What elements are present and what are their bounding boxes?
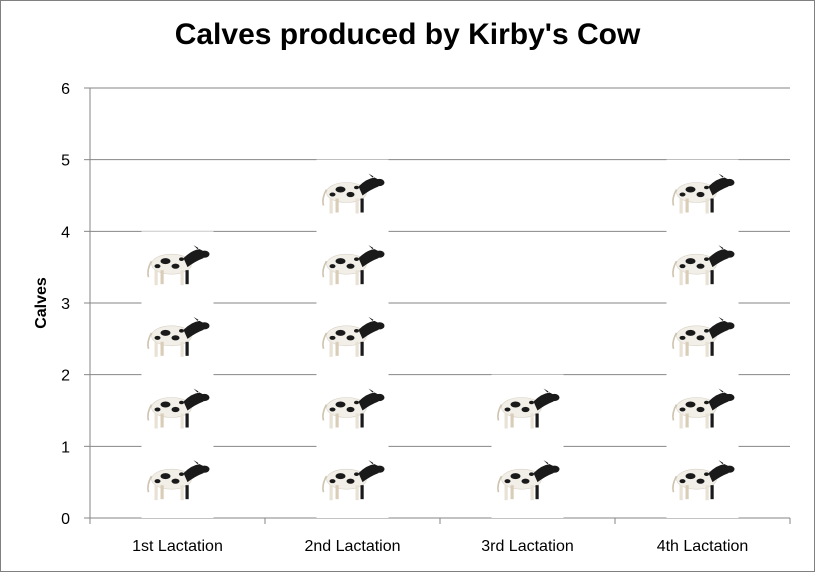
y-tick-label: 2 [61, 368, 70, 385]
chart-title: Calves produced by Kirby's Cow [174, 18, 641, 51]
x-tick-label: 2nd Lactation [304, 538, 400, 555]
y-tick-label: 0 [61, 511, 70, 528]
x-tick-label: 4th Lactation [657, 538, 749, 555]
y-tick-label: 6 [61, 81, 70, 98]
y-tick-label: 4 [61, 224, 70, 241]
y-axis-title: Calves [33, 277, 50, 329]
x-tick-label: 3rd Lactation [481, 538, 574, 555]
x-tick-label: 1st Lactation [132, 538, 223, 555]
y-tick-label: 5 [61, 153, 70, 170]
y-tick-label: 3 [61, 296, 70, 313]
y-tick-label: 1 [61, 439, 70, 456]
